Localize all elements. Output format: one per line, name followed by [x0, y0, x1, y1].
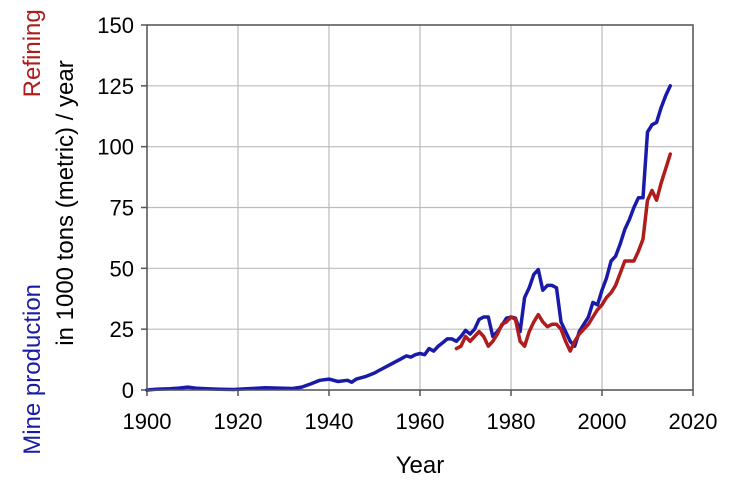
series-line-mine-production [145, 84, 673, 392]
x-axis-label: Year [396, 452, 445, 479]
x-tick-label-1900: 1900 [123, 409, 172, 434]
x-tick-label-1940: 1940 [305, 409, 354, 434]
y-tick-label-25: 25 [110, 317, 134, 342]
plot-frame [146, 24, 694, 391]
y-tick-label-125: 125 [97, 74, 134, 99]
y-axis-label-line2: in 1000 tons (metric) / year [52, 60, 79, 345]
y-tick-label-150: 150 [97, 13, 134, 38]
x-tick-label-2020: 2020 [669, 409, 718, 434]
y-axis-label-spacer [19, 97, 46, 104]
y-tick-label-50: 50 [110, 256, 134, 281]
series-group [145, 84, 673, 392]
y-tick-label-0: 0 [122, 378, 134, 403]
series-line-refining [454, 152, 673, 353]
y-axis-label-mine-production: Mine production [19, 284, 46, 455]
y-tick-label-100: 100 [97, 135, 134, 160]
x-tick-label-1920: 1920 [214, 409, 263, 434]
x-tick-label-1980: 1980 [487, 409, 536, 434]
y-axis-ticks: 0 25 50 75 100 125 150 [97, 13, 147, 403]
x-tick-label-1960: 1960 [396, 409, 445, 434]
y-axis-label-refining: Refining [19, 9, 46, 97]
y-tick-label-75: 75 [110, 196, 134, 221]
x-tick-label-2000: 2000 [578, 409, 627, 434]
y-axis-label-line1: Mine production Refining [19, 9, 46, 455]
x-axis-ticks: 1900 1920 1940 1960 1980 2000 2020 [123, 390, 718, 434]
